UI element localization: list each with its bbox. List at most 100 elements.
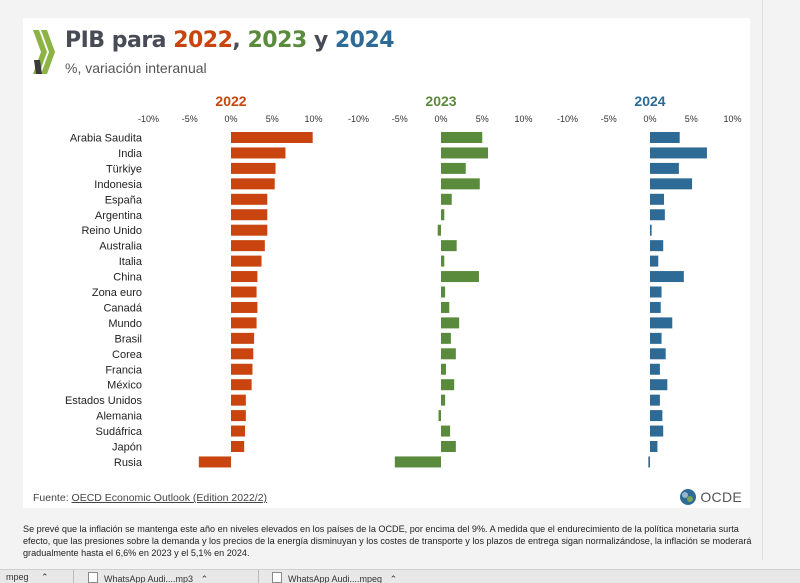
chevron-up-icon[interactable]: ⌃ [389, 574, 398, 583]
bar-2024 [650, 363, 660, 375]
bar-2023 [441, 394, 446, 406]
ocde-logo: OCDE [679, 488, 742, 506]
bar-2024 [650, 379, 668, 391]
download-item-1-label: mpeg [6, 572, 29, 582]
title-year-2022: 2022 [173, 28, 233, 53]
bar-2022 [231, 425, 246, 437]
window-edge [762, 0, 763, 560]
source-note: Fuente: OECD Economic Outlook (Edition 2… [33, 492, 267, 504]
category-label: Türkiye [106, 163, 142, 175]
bar-2023 [437, 224, 441, 236]
bar-2024 [650, 224, 652, 236]
bar-2022 [231, 132, 313, 143]
bar-chart: Arabia Saudita India Türkiye Indonesia Españ… [65, 93, 742, 469]
chevron-up-icon[interactable]: ⌃ [41, 572, 49, 582]
bar-2022 [231, 410, 246, 422]
source-link[interactable]: OECD Economic Outlook (Edition 2022/2) [71, 492, 268, 504]
title-separator-2: y [306, 28, 335, 53]
chart-card: PIB para 2022, 2023 y 2024 %, variación … [23, 18, 750, 508]
category-label: Argentina [95, 210, 143, 222]
chart-title: PIB para 2022, 2023 y 2024 [65, 28, 395, 53]
bar-2022 [231, 209, 268, 221]
category-label: Zona euro [92, 287, 142, 299]
category-label: Indonesia [94, 179, 143, 191]
bar-2022 [198, 456, 231, 468]
download-item-3[interactable]: WhatsApp Audi....mpeg ⌃ [272, 572, 397, 583]
download-item-1[interactable]: mpeg ⌃ [6, 572, 49, 583]
taskbar-divider [258, 570, 259, 583]
download-item-3-label: WhatsApp Audi....mpeg [288, 574, 383, 583]
title-separator-1: , [232, 28, 248, 53]
bar-2024 [650, 301, 661, 313]
panel-title: 2023 [425, 93, 456, 109]
bar-2024 [650, 425, 664, 437]
category-label: Arabia Saudita [70, 133, 143, 145]
bar-2024 [650, 441, 658, 452]
bar-2023 [441, 332, 451, 344]
tick-label: -5% [182, 114, 198, 124]
bar-2024 [650, 209, 665, 221]
download-bar: mpeg ⌃ WhatsApp Audi....mp3 ⌃ WhatsApp A… [0, 569, 800, 583]
tick-label: 10% [723, 114, 741, 124]
chevron-up-icon[interactable]: ⌃ [200, 574, 209, 583]
tick-label: 0% [643, 114, 656, 124]
bar-2024 [650, 240, 664, 252]
bar-2024 [650, 132, 680, 143]
bar-2023 [441, 425, 451, 437]
bar-2023 [441, 379, 455, 391]
title-year-2024: 2024 [334, 28, 395, 53]
chart-subtitle: %, variación interanual [65, 60, 207, 76]
footnote-text: Se prevé que la inflación se mantenga es… [23, 524, 752, 558]
category-label: Reino Unido [81, 225, 142, 237]
bar-2024 [650, 348, 666, 360]
bar-2024 [650, 286, 662, 298]
panel-title: 2024 [634, 93, 665, 109]
bar-2024 [650, 147, 707, 159]
bar-2024 [650, 394, 660, 406]
bar-2022 [231, 394, 246, 406]
globe-icon [680, 489, 697, 505]
bar-2024 [648, 456, 650, 468]
category-label: México [107, 380, 142, 392]
bar-2023 [441, 147, 489, 159]
bar-2022 [231, 301, 258, 313]
tick-label: -10% [557, 114, 578, 124]
category-label: Japón [112, 442, 142, 454]
bar-2024 [650, 410, 663, 422]
oecd-chevron-logo [33, 30, 55, 74]
audio-file-icon [272, 572, 282, 583]
bar-2022 [231, 224, 268, 236]
category-label: Mundo [108, 318, 142, 330]
source-label: Fuente: [33, 492, 72, 504]
panel-title: 2022 [215, 93, 246, 109]
bar-2022 [231, 348, 254, 360]
download-item-2-label: WhatsApp Audi....mp3 [104, 574, 194, 583]
category-label: Canadá [103, 302, 142, 314]
bar-2024 [650, 255, 659, 267]
bar-2023 [441, 271, 479, 283]
ocde-logo-text: OCDE [700, 489, 742, 505]
bar-2022 [231, 147, 286, 159]
category-label: Australia [99, 241, 143, 253]
bar-2023 [441, 162, 466, 174]
bar-2023 [438, 410, 441, 422]
bar-2023 [441, 255, 445, 267]
bar-2024 [650, 162, 679, 174]
tick-label: 5% [476, 114, 489, 124]
category-label: Alemania [96, 411, 143, 423]
bar-2023 [441, 363, 446, 375]
category-label: China [113, 272, 143, 284]
tick-label: -5% [392, 114, 408, 124]
category-label: Italia [119, 256, 143, 268]
bar-2024 [650, 178, 693, 190]
download-item-2[interactable]: WhatsApp Audi....mp3 ⌃ [88, 572, 208, 583]
tick-label: 0% [434, 114, 447, 124]
category-label: Francia [105, 364, 143, 376]
bar-2024 [650, 332, 662, 344]
bar-2022 [231, 286, 257, 298]
tick-label: -10% [138, 114, 159, 124]
tick-label: -10% [348, 114, 369, 124]
tick-label: -5% [601, 114, 617, 124]
bar-2022 [231, 441, 245, 452]
bar-2024 [650, 271, 684, 283]
